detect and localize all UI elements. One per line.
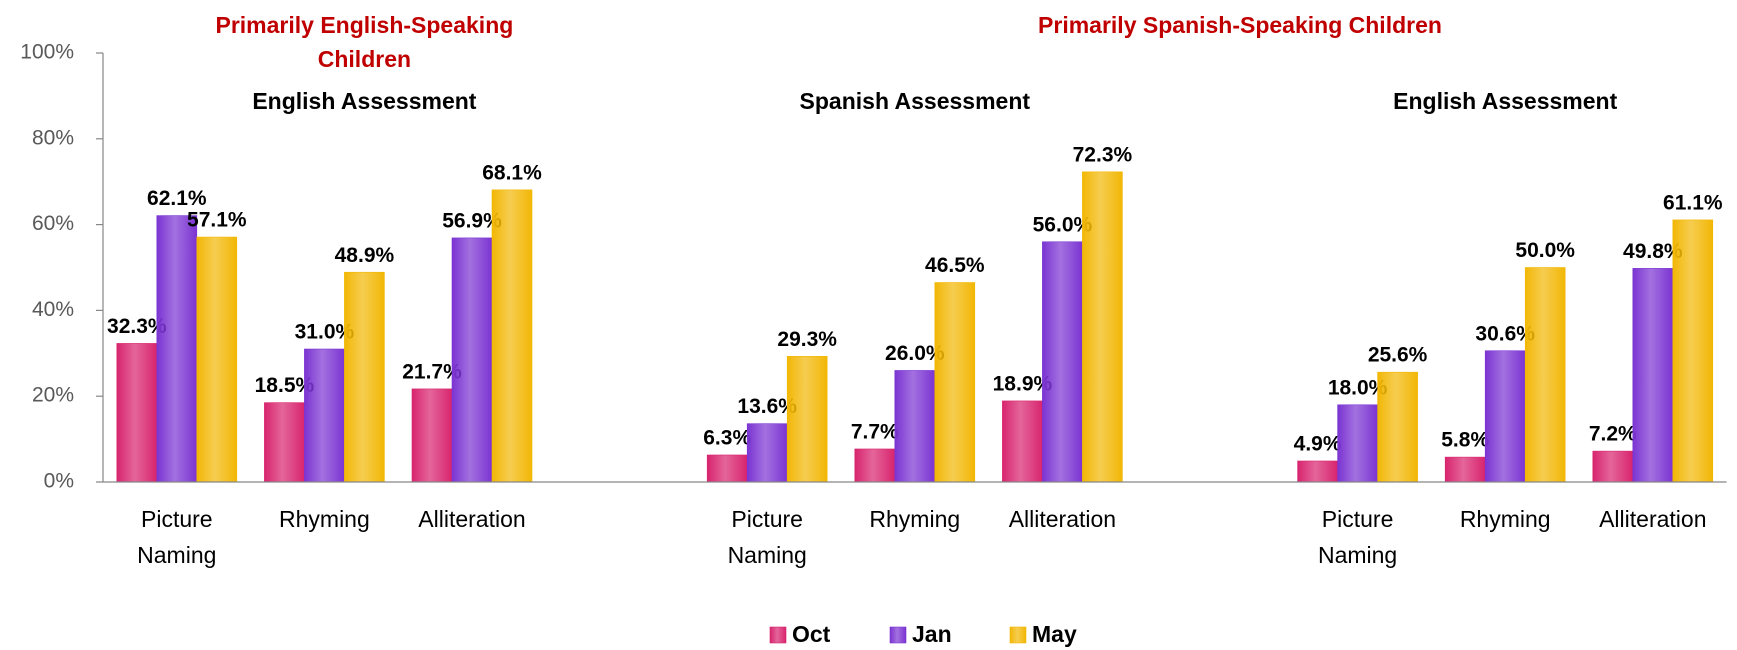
bar — [451, 237, 493, 483]
value-label: 4.9% — [1294, 433, 1342, 456]
group-title: Primarily English-Speaking Children — [215, 12, 514, 72]
legend-label: May — [1032, 621, 1077, 647]
bar — [1592, 450, 1634, 483]
bar — [1297, 460, 1338, 483]
bar — [854, 448, 896, 483]
panel-subtitle: Spanish Assessment — [799, 88, 1031, 114]
legend-swatch — [1009, 626, 1027, 644]
bar — [1672, 219, 1714, 483]
value-label: 18.0% — [1328, 376, 1388, 399]
bar — [1042, 241, 1083, 483]
bar — [894, 370, 936, 483]
y-tick-label: 0% — [44, 470, 74, 493]
x-tick-label: Picture Naming — [728, 506, 807, 568]
bar — [1002, 400, 1043, 483]
value-label: 49.8% — [1623, 240, 1683, 263]
legend-swatch — [769, 626, 787, 644]
value-label: 25.6% — [1368, 344, 1428, 367]
x-tick-label: Rhyming — [869, 506, 960, 532]
value-label: 21.7% — [402, 360, 462, 383]
bar — [196, 236, 238, 483]
value-label: 50.0% — [1515, 239, 1575, 262]
value-label: 57.1% — [187, 209, 247, 232]
y-tick-label: 80% — [32, 126, 74, 149]
x-tick-label: Rhyming — [1460, 506, 1551, 532]
bar — [1484, 350, 1526, 483]
group-title: Primarily Spanish-Speaking Children — [1038, 12, 1442, 38]
panel-subtitle: English Assessment — [1393, 88, 1618, 114]
bar — [786, 356, 828, 483]
bar — [156, 215, 198, 483]
value-label: 18.9% — [993, 372, 1053, 395]
y-tick-label: 40% — [32, 298, 74, 321]
bar — [304, 348, 345, 483]
x-tick-label: Alliteration — [418, 506, 525, 532]
value-label: 18.5% — [255, 374, 315, 397]
bar — [491, 189, 533, 483]
bar — [1337, 404, 1378, 483]
x-tick-label: Rhyming — [279, 506, 370, 532]
bar — [1444, 456, 1486, 483]
bar — [746, 423, 788, 483]
legend-label: Jan — [912, 621, 952, 647]
y-tick-label: 20% — [32, 384, 74, 407]
legend-swatch — [889, 626, 907, 644]
legend-label: Oct — [792, 621, 831, 647]
bar — [116, 343, 158, 483]
bar — [344, 271, 385, 483]
bar — [1632, 268, 1674, 483]
value-label: 7.2% — [1589, 423, 1637, 446]
y-tick-label: 60% — [32, 212, 74, 235]
value-label: 6.3% — [703, 427, 751, 450]
value-label: 61.1% — [1663, 191, 1723, 214]
value-label: 56.0% — [1033, 213, 1093, 236]
value-label: 32.3% — [107, 315, 167, 338]
bar — [264, 402, 305, 483]
value-label: 5.8% — [1441, 429, 1489, 452]
bar — [411, 388, 453, 483]
bar — [706, 454, 748, 483]
bar — [1082, 171, 1123, 483]
x-tick-label: Alliteration — [1009, 506, 1116, 532]
x-tick-label: Picture Naming — [1318, 506, 1397, 568]
value-label: 68.1% — [482, 161, 542, 184]
value-label: 26.0% — [885, 342, 945, 365]
bar — [1377, 371, 1418, 483]
value-label: 46.5% — [925, 254, 985, 277]
value-label: 72.3% — [1073, 143, 1133, 166]
value-label: 7.7% — [851, 421, 899, 444]
bar — [1524, 267, 1566, 483]
value-label: 13.6% — [737, 395, 797, 418]
value-label: 30.6% — [1475, 322, 1535, 345]
x-tick-label: Picture Naming — [137, 506, 216, 568]
value-label: 48.9% — [335, 244, 395, 267]
value-label: 56.9% — [442, 209, 502, 232]
value-label: 31.0% — [295, 321, 355, 344]
y-tick-label: 100% — [20, 41, 74, 64]
panel-subtitle: English Assessment — [252, 88, 477, 114]
value-label: 29.3% — [777, 328, 837, 351]
x-tick-label: Alliteration — [1599, 506, 1706, 532]
bar — [934, 282, 976, 483]
value-label: 62.1% — [147, 187, 207, 210]
